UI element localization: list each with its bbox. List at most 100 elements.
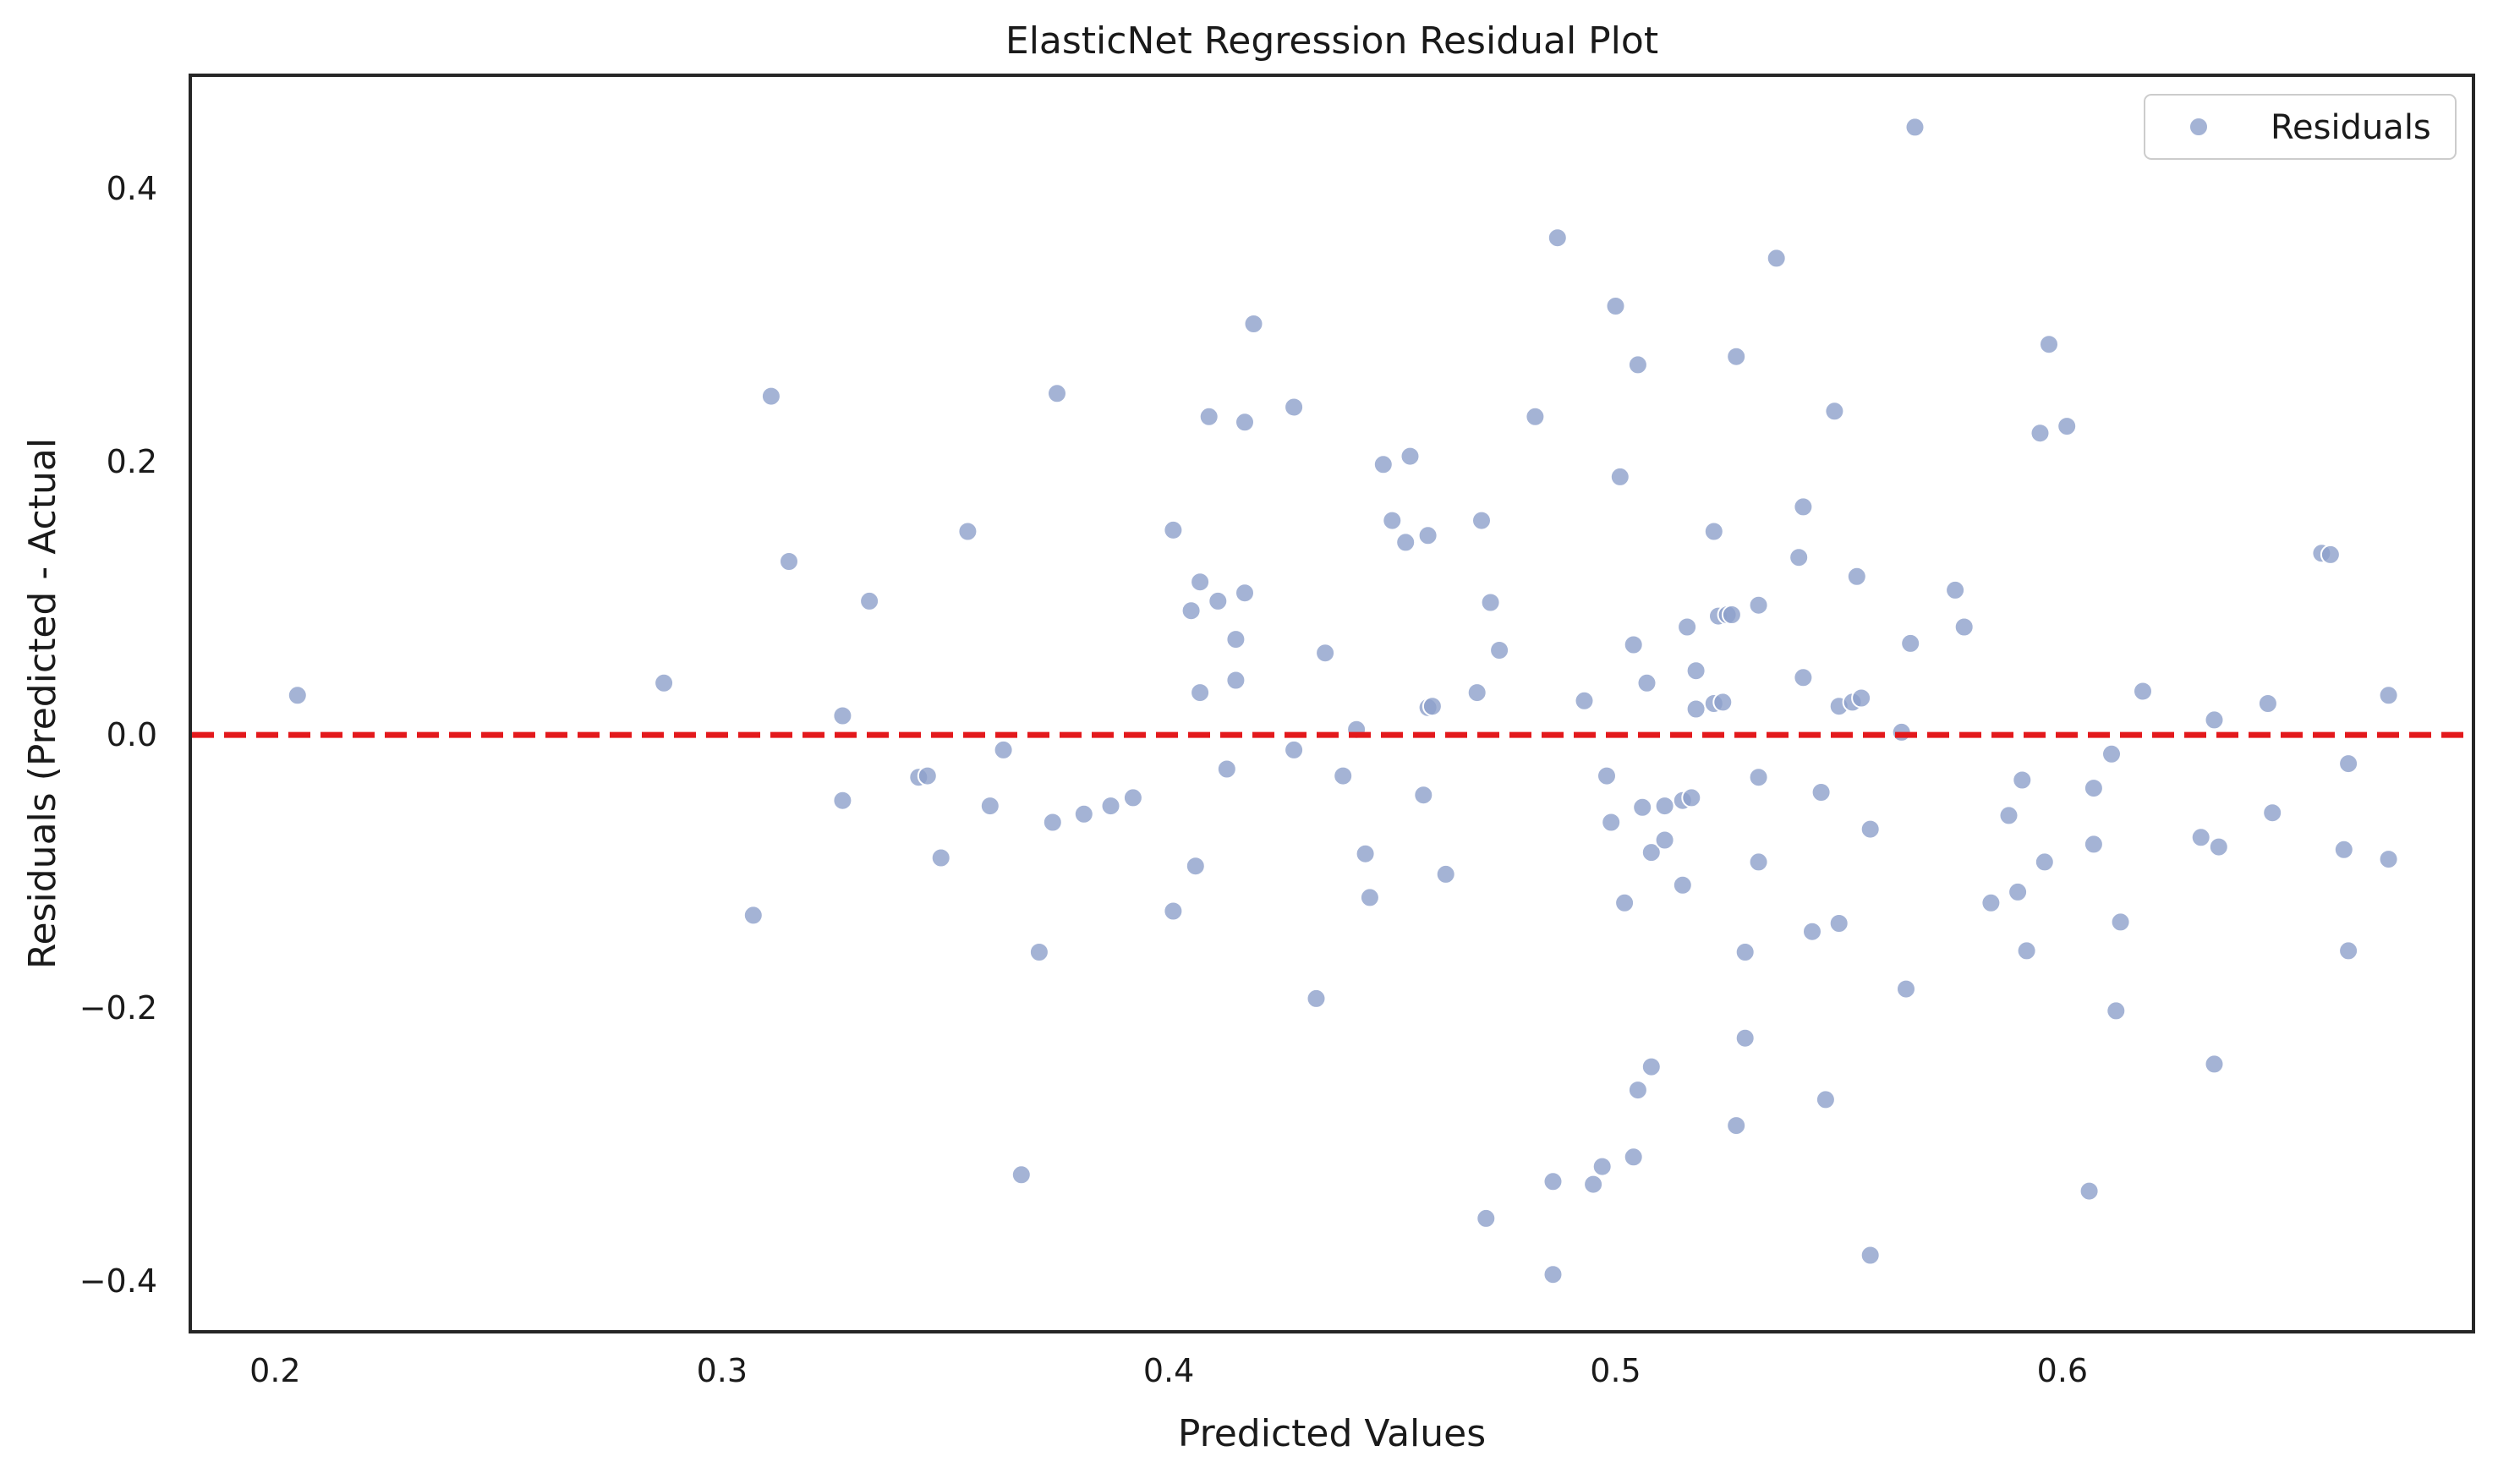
residual-point	[1793, 496, 1814, 517]
residual-point	[2338, 753, 2359, 775]
residual-point	[1163, 519, 1184, 540]
residual-point	[1748, 852, 1769, 873]
residual-point	[1216, 758, 1237, 780]
residual-point	[1623, 634, 1644, 655]
residual-point	[859, 590, 880, 611]
residual-point	[1614, 892, 1635, 913]
residual-point	[1980, 892, 2002, 913]
residual-point	[1284, 397, 1305, 418]
residual-point	[979, 796, 1000, 817]
residual-point	[1190, 682, 1211, 704]
residual-point	[2030, 423, 2051, 444]
residual-point	[2320, 544, 2341, 565]
residual-point	[2378, 849, 2399, 870]
residual-point	[1734, 942, 1756, 962]
residual-point	[1122, 787, 1143, 808]
residual-point	[1766, 248, 1787, 269]
residual-point	[1748, 594, 1769, 616]
residual-point	[1641, 1056, 1662, 1077]
residual-point	[2016, 940, 2037, 961]
residual-point	[1632, 797, 1653, 818]
y-tick-label: 0.0	[107, 716, 157, 753]
x-tick-label: 0.5	[1590, 1352, 1641, 1389]
chart-title: ElasticNet Regression Residual Plot	[1005, 19, 1658, 63]
residual-point	[2057, 416, 2078, 437]
residual-point	[2034, 852, 2055, 873]
residual-point	[1677, 616, 1698, 638]
residual-point	[930, 847, 951, 868]
legend: Residuals	[2144, 94, 2457, 160]
residual-point	[1355, 843, 1376, 864]
y-axis-label: Residuals (Predicted - Actual	[21, 438, 64, 969]
residual-point	[1466, 682, 1487, 704]
residual-point	[1208, 590, 1229, 611]
legend-marker-residuals	[2188, 117, 2209, 137]
residual-point	[917, 765, 938, 786]
residual-point	[1190, 572, 1211, 593]
residual-point	[1641, 842, 1662, 863]
residual-point	[2190, 827, 2211, 848]
residual-point	[287, 685, 308, 706]
y-tick-label: −0.4	[79, 1262, 157, 1300]
residual-point	[1198, 406, 1219, 427]
residual-point	[1306, 988, 1327, 1009]
x-axis-label: Predicted Values	[1178, 1412, 1486, 1455]
residual-point	[760, 386, 781, 407]
residual-point	[1802, 921, 1822, 942]
residual-point	[1413, 785, 1434, 806]
x-axis-ticks: 0.2 0.3 0.4 0.5 0.6	[249, 1352, 2088, 1389]
residual-point	[1542, 1264, 1564, 1285]
y-tick-label: −0.2	[79, 989, 157, 1027]
residual-point	[1011, 1164, 1032, 1186]
residual-point	[957, 521, 978, 542]
residual-point	[832, 705, 853, 726]
residual-point	[2204, 709, 2225, 731]
residual-point	[2208, 836, 2229, 857]
residual-point	[1542, 1171, 1564, 1192]
residual-point	[654, 672, 675, 693]
residual-point	[1047, 383, 1067, 404]
residual-point	[1721, 605, 1742, 625]
residual-point	[1181, 600, 1202, 622]
residual-point	[1851, 687, 1872, 709]
x-tick-label: 0.3	[697, 1352, 748, 1389]
residual-point	[2262, 802, 2283, 824]
residual-point	[1100, 796, 1121, 817]
residual-point	[779, 551, 799, 572]
residual-point	[1712, 692, 1734, 713]
residual-point	[1422, 696, 1443, 717]
residual-point	[1636, 672, 1657, 693]
residual-point	[1400, 446, 1421, 467]
residual-point	[1654, 830, 1675, 851]
residual-point	[1815, 1089, 1836, 1110]
residual-point	[1417, 525, 1438, 546]
residual-point	[1525, 406, 1546, 427]
plot-area	[189, 74, 2475, 1333]
residual-point	[2083, 778, 2104, 799]
residual-point	[1028, 942, 1049, 962]
y-tick-label: 0.2	[107, 443, 157, 480]
residual-point	[2333, 839, 2354, 860]
residual-point	[2257, 693, 2278, 714]
legend-label-residuals: Residuals	[2271, 108, 2431, 147]
residual-point	[2008, 881, 2029, 902]
residual-point	[1395, 532, 1416, 553]
residual-point	[1583, 1174, 1604, 1195]
residual-point	[1793, 667, 1814, 688]
residual-point	[1789, 547, 1810, 568]
residual-point	[1860, 819, 1881, 840]
residual-point	[1685, 660, 1706, 682]
residual-point	[742, 905, 764, 926]
y-tick-label: 0.4	[107, 170, 157, 207]
residual-point	[2110, 912, 2131, 933]
residual-point	[1235, 583, 1255, 604]
residual-point	[1811, 782, 1832, 802]
residual-point	[1435, 863, 1456, 884]
residual-point	[1654, 796, 1675, 817]
residual-point	[1681, 787, 1702, 808]
residual-point	[2039, 334, 2059, 355]
x-tick-label: 0.4	[1143, 1352, 1194, 1389]
residual-point	[1489, 640, 1510, 660]
